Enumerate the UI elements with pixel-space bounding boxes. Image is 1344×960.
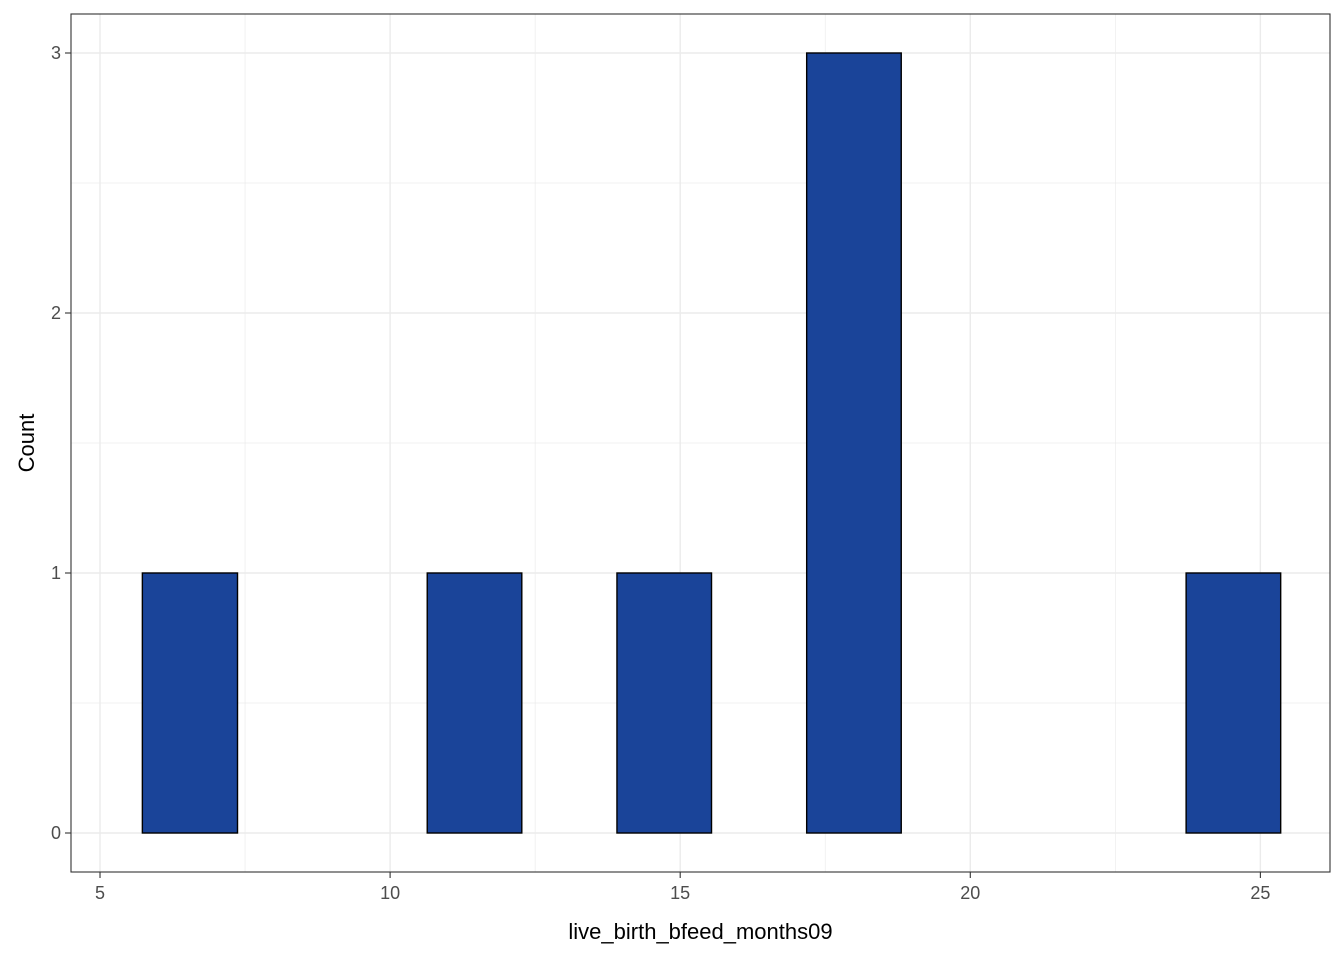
histogram-bar [805, 52, 902, 834]
x-tick-label: 25 [1250, 883, 1270, 903]
y-axis-title: Count [14, 414, 39, 473]
x-tick-label: 10 [380, 883, 400, 903]
x-tick-label: 5 [95, 883, 105, 903]
panel-border [70, 13, 1331, 873]
x-axis-title: live_birth_bfeed_months09 [568, 919, 832, 944]
histogram-bar [616, 572, 713, 834]
axis-ticks: 5 10 15 20 25 0 1 2 3 [51, 43, 1270, 903]
histogram-bar [1185, 572, 1282, 834]
x-tick-label: 15 [670, 883, 690, 903]
y-tick-label: 1 [51, 563, 61, 583]
y-tick-label: 2 [51, 303, 61, 323]
histogram-bar [141, 572, 239, 834]
y-tick-label: 3 [51, 43, 61, 63]
histogram-bars [141, 52, 1282, 834]
histogram-bar [426, 572, 523, 834]
x-tick-label: 20 [960, 883, 980, 903]
y-tick-label: 0 [51, 823, 61, 843]
